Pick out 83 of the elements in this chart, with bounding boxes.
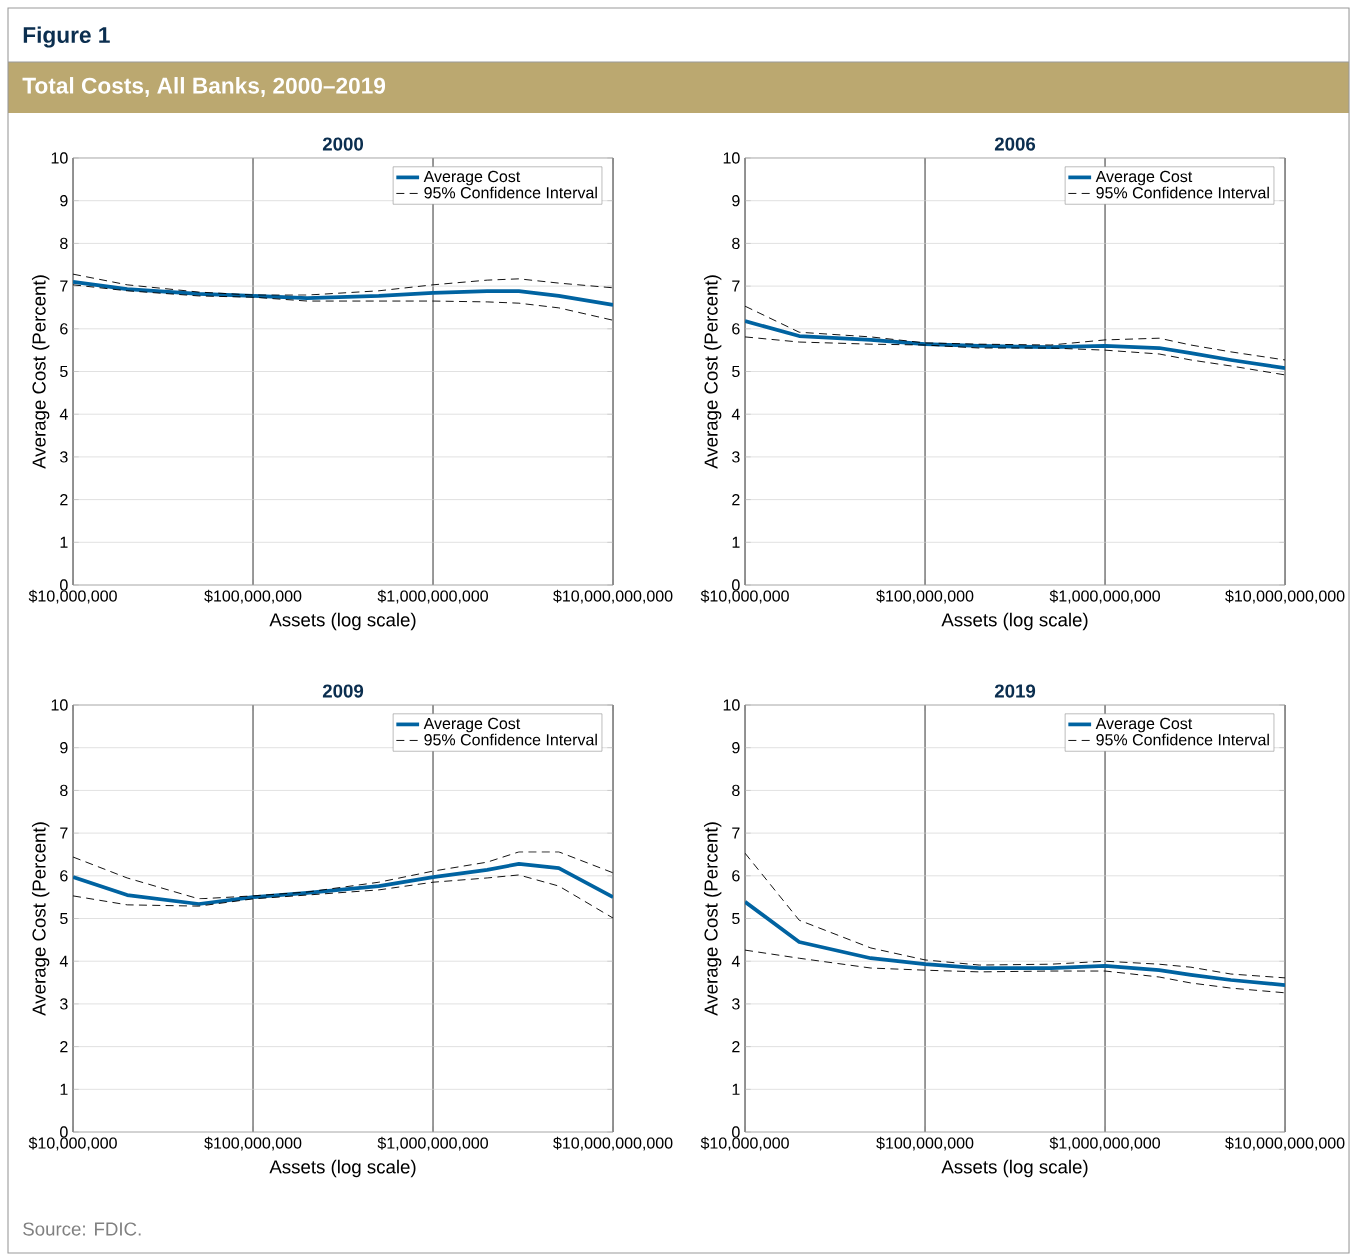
legend-label: 95% Confidence Interval [424,733,597,746]
legend-label: Average Cost [423,170,521,186]
chart-title: 2019 [994,684,1036,698]
chart-title: 2000 [322,137,364,151]
y-tick-label: 8 [60,784,68,797]
y-tick-label: 4 [59,408,68,420]
y-tick-label: 8 [732,784,740,797]
y-tick-label: 10 [51,152,68,164]
chart-title: 2009 [322,684,364,698]
y-tick-label: 8 [732,237,740,250]
x-tick-label: $100,000,000 [204,589,302,604]
x-tick-label: $100,000,000 [204,1136,302,1151]
caption: Figure 1 [23,26,110,48]
legend-label: Average Cost [423,717,521,733]
x-axis-title: Assets (log scale) [941,612,1088,631]
y-tick-label: 5 [60,912,68,925]
y-tick-label: 3 [732,998,740,1010]
y-tick-label: 2 [732,494,740,506]
x-axis-title: Assets (log scale) [269,1159,416,1178]
y-tick-label: 9 [60,742,68,754]
y-tick-label: 7 [732,827,740,839]
y-tick-label: 9 [732,195,740,207]
legend-label: Average Cost [1095,170,1193,186]
text: Total Costs, All Banks, 2000–2019 [22,77,386,97]
x-tick-label: $100,000,000 [876,589,974,604]
y-tick-label: 2 [60,494,68,506]
x-tick-label: $10,000,000 [28,589,117,604]
y-tick-label: 2 [732,1041,740,1053]
x-tick-label: $10,000,000,000 [1225,1136,1345,1151]
y-axis-title: Average Cost (Percent) [703,275,722,469]
x-tick-label: $10,000,000 [700,1136,789,1151]
y-axis-title: Average Cost (Percent) [703,822,722,1016]
x-tick-label: $1,000,000,000 [377,1136,488,1151]
y-tick-label: 0 [732,1126,740,1138]
y-tick-label: 2 [60,1041,68,1053]
y-tick-label: 6 [732,870,740,882]
x-tick-label: $10,000,000,000 [1225,589,1345,604]
legend-label: 95% Confidence Interval [1096,733,1269,746]
y-tick-label: 10 [51,699,68,711]
y-tick-label: 0 [732,579,740,591]
x-tick-label: $10,000,000 [28,1136,117,1151]
y-tick-label: 3 [60,451,68,463]
y-tick-label: 8 [60,237,68,250]
y-tick-label: 5 [732,912,740,925]
x-tick-label: $1,000,000,000 [377,589,488,604]
y-tick-label: 9 [60,195,68,207]
y-tick-label: 3 [60,998,68,1010]
y-tick-label: 4 [59,955,68,967]
y-tick-label: 9 [732,742,740,754]
y-tick-label: 10 [723,152,740,164]
y-tick-label: 5 [60,365,68,378]
legend-label: 95% Confidence Interval [1096,186,1269,199]
y-tick-label: 0 [60,579,68,591]
legend-label: 95% Confidence Interval [424,186,597,199]
x-tick-label: $10,000,000,000 [553,589,673,604]
source-note: Source: FDIC. [23,1222,141,1236]
chart-title: 2006 [994,137,1036,151]
y-tick-label: 10 [723,699,740,711]
y-tick-label: 4 [731,408,740,420]
y-tick-label: 1 [732,1083,740,1095]
y-tick-label: 1 [60,1083,68,1095]
y-tick-label: 3 [732,451,740,463]
y-tick-label: 6 [60,870,68,882]
x-tick-label: $1,000,000,000 [1049,589,1161,604]
y-tick-label: 6 [60,323,68,335]
legend-label: Average Cost [1095,717,1193,733]
x-tick-label: $10,000,000,000 [553,1136,673,1151]
y-axis-title: Average Cost (Percent) [31,275,50,469]
y-tick-label: 7 [732,280,740,292]
x-tick-label: $1,000,000,000 [1049,1136,1161,1151]
x-tick-label: $10,000,000 [700,589,789,604]
y-tick-label: 5 [732,365,740,378]
x-tick-label: $100,000,000 [876,1136,974,1151]
y-tick-label: 1 [60,536,68,548]
y-axis-title: Average Cost (Percent) [31,822,50,1016]
y-tick-label: 7 [60,280,68,292]
x-axis-title: Assets (log scale) [941,1159,1088,1178]
y-tick-label: 7 [60,827,68,839]
y-tick-label: 4 [731,955,740,967]
x-axis-title: Assets (log scale) [269,612,416,631]
y-tick-label: 1 [732,536,740,548]
y-tick-label: 6 [732,323,740,335]
y-tick-label: 0 [60,1126,68,1138]
